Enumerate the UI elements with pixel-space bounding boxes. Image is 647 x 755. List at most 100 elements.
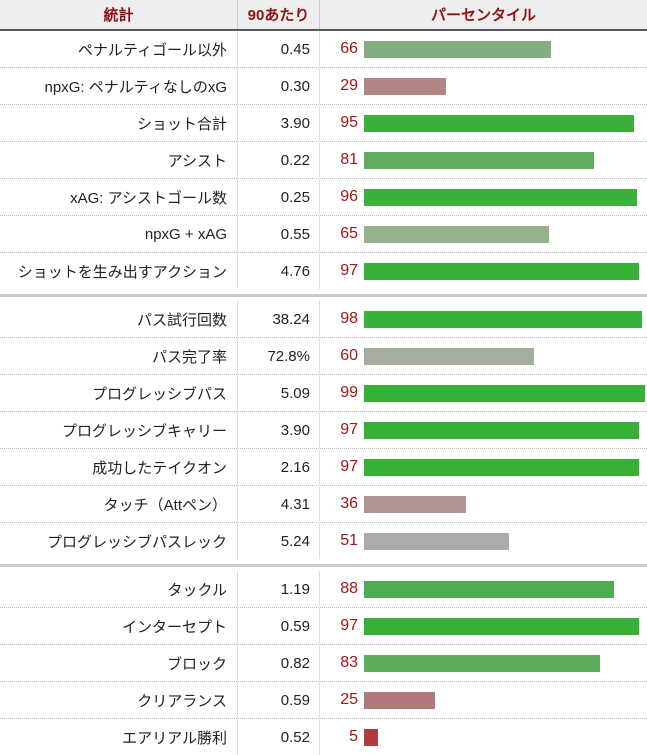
percentile-value: 97 [340,617,358,634]
per90-value: 5.24 [238,523,320,559]
stat-name: ペナルティゴール以外 [0,31,238,67]
per90-value: 0.59 [238,608,320,644]
per90-value: 0.30 [238,68,320,104]
stat-name: 成功したテイクオン [0,449,238,485]
stat-name: ショットを生み出すアクション [0,253,238,289]
percentile-bar [364,114,634,132]
stat-name: パス完了率 [0,338,238,374]
percentile-value: 99 [340,384,358,401]
percentile-bar [364,225,549,243]
table-row: npxG + xAG 0.55 65 [0,216,647,253]
per90-value: 0.55 [238,216,320,252]
percentile-value: 88 [340,580,358,597]
per90-value: 0.59 [238,682,320,718]
table-section: タックル 1.19 88 インターセプト 0.59 97 ブロック 0.82 83 クリアランス 0… [0,571,647,755]
percentile-cell: 97 [320,253,647,289]
stat-name: タックル [0,571,238,607]
stat-name: クリアランス [0,682,238,718]
table-row: タックル 1.19 88 [0,571,647,608]
percentile-cell: 83 [320,645,647,681]
percentile-cell: 51 [320,523,647,559]
percentile-cell: 60 [320,338,647,374]
table-row: ショット合計 3.90 95 [0,105,647,142]
per90-value: 0.25 [238,179,320,215]
percentile-value: 60 [340,347,358,364]
percentile-cell: 95 [320,105,647,141]
percentile-cell: 97 [320,449,647,485]
stat-name: xAG: アシストゴール数 [0,179,238,215]
stat-name: npxG: ペナルティなしのxG [0,68,238,104]
per90-value: 0.45 [238,31,320,67]
table-section: ペナルティゴール以外 0.45 66 npxG: ペナルティなしのxG 0.30 29 ショ… [0,31,647,289]
percentile-value: 29 [340,77,358,94]
percentile-cell: 29 [320,68,647,104]
stat-name: タッチ（Attペン） [0,486,238,522]
section-divider-line [0,293,647,297]
percentile-bar [364,421,640,439]
stat-name: ブロック [0,645,238,681]
per90-value: 72.8% [238,338,320,374]
table-row: プログレッシブパス 5.09 99 [0,375,647,412]
per90-value: 0.52 [238,719,320,755]
percentile-cell: 97 [320,412,647,448]
table-section: パス試行回数 38.24 98 パス完了率 72.8% 60 プログレッシブパス 5.09 99… [0,301,647,559]
per90-value: 1.19 [238,571,320,607]
percentile-cell: 65 [320,216,647,252]
table-row: ショットを生み出すアクション 4.76 97 [0,253,647,289]
percentile-cell: 36 [320,486,647,522]
percentile-value: 97 [340,262,358,279]
percentile-value: 66 [340,40,358,57]
table-row: アシスト 0.22 81 [0,142,647,179]
header-percentile[interactable]: パーセンタイル [430,7,536,24]
percentile-cell: 5 [320,719,647,755]
percentile-cell: 25 [320,682,647,718]
table-row: xAG: アシストゴール数 0.25 96 [0,179,647,216]
percentile-bar [364,691,435,709]
percentile-value: 25 [340,691,358,708]
section-divider-line [0,563,647,567]
table-row: ペナルティゴール以外 0.45 66 [0,31,647,68]
table-row: タッチ（Attペン） 4.31 36 [0,486,647,523]
percentile-bar [364,151,595,169]
header-per90[interactable]: 90あたり [238,0,320,29]
table-row: プログレッシブパスレック 5.24 51 [0,523,647,559]
percentile-cell: 88 [320,571,647,607]
stat-name: プログレッシブキャリー [0,412,238,448]
table-row: クリアランス 0.59 25 [0,682,647,719]
per90-value: 5.09 [238,375,320,411]
percentile-bar [364,262,640,280]
header-stat[interactable]: 統計 [0,0,238,29]
percentile-value: 65 [340,225,358,242]
percentile-bar [364,532,509,550]
table-body: ペナルティゴール以外 0.45 66 npxG: ペナルティなしのxG 0.30 29 ショ… [0,31,647,755]
percentile-bar [364,310,643,328]
percentile-bar [364,617,640,635]
per90-value: 4.31 [238,486,320,522]
stat-name: npxG + xAG [0,216,238,252]
per90-value: 0.22 [238,142,320,178]
percentile-bar [364,347,535,365]
percentile-cell: 66 [320,31,647,67]
percentile-bar [364,77,447,95]
stat-name: インターセプト [0,608,238,644]
percentile-bar [364,495,467,513]
percentile-value: 95 [340,114,358,131]
percentile-value: 96 [340,188,358,205]
percentile-cell: 97 [320,608,647,644]
table-row: エアリアル勝利 0.52 5 [0,719,647,755]
percentile-value: 83 [340,654,358,671]
table-row: パス試行回数 38.24 98 [0,301,647,338]
percentile-bar [364,654,600,672]
table-header: 統計 90あたり パーセンタイル [0,0,647,31]
table-row: インターセプト 0.59 97 [0,608,647,645]
per90-value: 3.90 [238,105,320,141]
percentile-value: 36 [340,495,358,512]
stat-name: ショット合計 [0,105,238,141]
percentile-cell: 98 [320,301,647,337]
stat-name: プログレッシブパスレック [0,523,238,559]
percentile-value: 97 [340,421,358,438]
per90-value: 38.24 [238,301,320,337]
percentile-bar [364,458,640,476]
section-divider [0,559,647,571]
